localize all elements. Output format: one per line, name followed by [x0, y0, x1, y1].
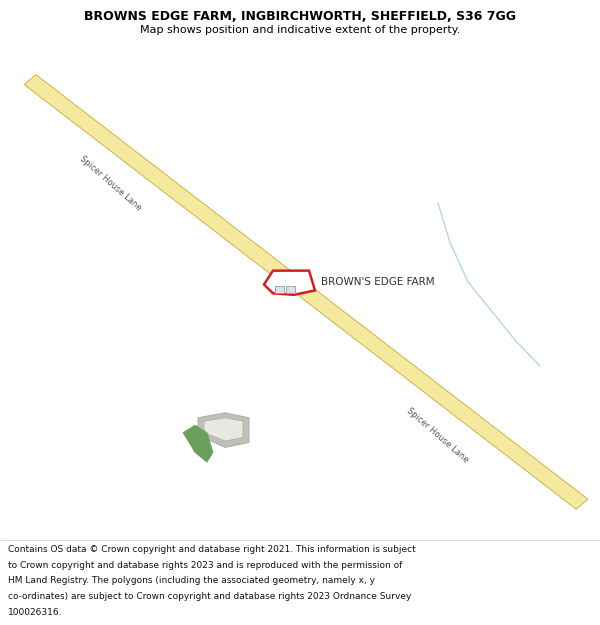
- Text: Map shows position and indicative extent of the property.: Map shows position and indicative extent…: [140, 25, 460, 35]
- Text: co-ordinates) are subject to Crown copyright and database rights 2023 Ordnance S: co-ordinates) are subject to Crown copyr…: [8, 592, 411, 601]
- Text: BROWN'S EDGE FARM: BROWN'S EDGE FARM: [321, 278, 434, 288]
- Text: Spicer House Lane: Spicer House Lane: [406, 406, 470, 464]
- Text: HM Land Registry. The polygons (including the associated geometry, namely x, y: HM Land Registry. The polygons (includin…: [8, 576, 375, 586]
- Polygon shape: [264, 271, 315, 295]
- Polygon shape: [183, 425, 213, 462]
- Text: to Crown copyright and database rights 2023 and is reproduced with the permissio: to Crown copyright and database rights 2…: [8, 561, 402, 569]
- Text: Contains OS data © Crown copyright and database right 2021. This information is : Contains OS data © Crown copyright and d…: [8, 545, 416, 554]
- Text: 100026316.: 100026316.: [8, 608, 62, 617]
- Text: BROWNS EDGE FARM, INGBIRCHWORTH, SHEFFIELD, S36 7GG: BROWNS EDGE FARM, INGBIRCHWORTH, SHEFFIE…: [84, 10, 516, 23]
- Polygon shape: [198, 413, 249, 447]
- Polygon shape: [286, 286, 295, 293]
- Polygon shape: [275, 286, 284, 293]
- Text: Spicer House Lane: Spicer House Lane: [79, 154, 143, 212]
- Polygon shape: [204, 418, 243, 441]
- Polygon shape: [24, 74, 588, 509]
